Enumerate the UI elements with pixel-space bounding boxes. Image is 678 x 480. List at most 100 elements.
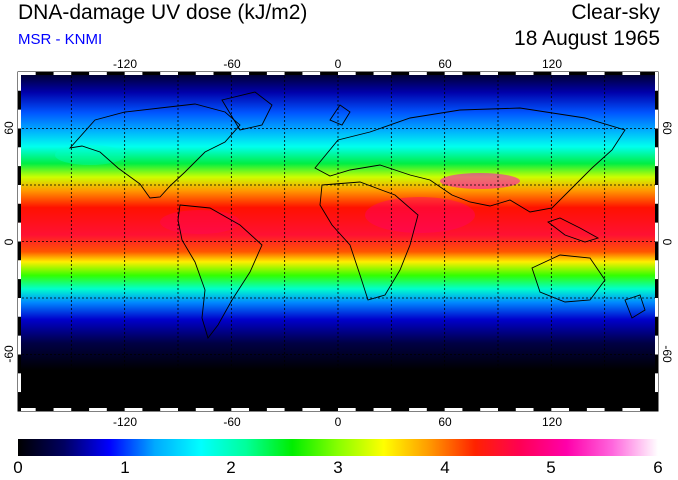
frame-tick bbox=[515, 72, 534, 75]
frame-tick-marks bbox=[18, 72, 658, 411]
frame-tick bbox=[655, 128, 658, 148]
frame-tick bbox=[655, 354, 658, 374]
frame-tick bbox=[106, 72, 125, 75]
frame-tick bbox=[284, 72, 303, 75]
frame-tick bbox=[655, 316, 658, 336]
frame-tick bbox=[18, 373, 21, 393]
sky-condition-label: Clear-sky bbox=[571, 1, 660, 24]
frame-tick bbox=[266, 408, 285, 411]
frame-tick bbox=[18, 279, 21, 298]
frame-tick bbox=[231, 408, 250, 411]
frame-tick bbox=[18, 72, 36, 75]
frame-tick bbox=[338, 408, 356, 411]
lon-tick-bottom-3: 0 bbox=[335, 415, 342, 429]
frame-tick bbox=[655, 72, 658, 91]
colorbar bbox=[18, 439, 658, 456]
frame-tick bbox=[18, 90, 21, 110]
frame-tick bbox=[444, 72, 463, 75]
frame-tick bbox=[18, 260, 21, 280]
colorbar-label-4: 4 bbox=[440, 458, 450, 477]
frame-tick bbox=[444, 408, 463, 411]
frame-tick bbox=[622, 408, 641, 411]
frame-tick bbox=[462, 72, 481, 75]
frame-tick bbox=[373, 408, 392, 411]
lat-tick-left-2: 0 bbox=[2, 238, 16, 245]
frame-tick bbox=[586, 72, 605, 75]
frame-tick bbox=[355, 408, 374, 411]
frame-tick bbox=[655, 222, 658, 242]
frame-tick bbox=[195, 408, 214, 411]
frame-tick bbox=[18, 147, 21, 167]
frame-tick bbox=[53, 408, 72, 411]
frame-tick bbox=[89, 72, 107, 75]
colorbar-label-5: 5 bbox=[546, 458, 556, 477]
frame-tick bbox=[409, 408, 427, 411]
frame-tick bbox=[266, 72, 285, 75]
frame-tick bbox=[231, 72, 250, 75]
colorbar-label-3: 3 bbox=[333, 458, 343, 477]
lat-tick-right-1: 60 bbox=[660, 121, 674, 135]
frame-tick bbox=[426, 408, 445, 411]
date-label: 18 August 1965 bbox=[514, 27, 660, 50]
frame-tick bbox=[18, 203, 21, 223]
frame-tick bbox=[106, 408, 125, 411]
lat-tick-right-3: -60 bbox=[660, 345, 674, 363]
frame-tick bbox=[355, 72, 374, 75]
lat-tick-right-2: 0 bbox=[660, 239, 674, 246]
frame-tick bbox=[409, 72, 427, 75]
frame-tick bbox=[640, 72, 658, 75]
lat-tick-left-1: 60 bbox=[2, 121, 16, 135]
frame-tick bbox=[18, 109, 21, 129]
lon-tick-bottom-5: 120 bbox=[542, 415, 562, 429]
colorbar-label-6: 6 bbox=[653, 458, 663, 477]
frame-tick bbox=[462, 408, 481, 411]
frame-tick bbox=[195, 72, 214, 75]
frame-tick bbox=[391, 408, 410, 411]
lon-tick-bottom-1: -120 bbox=[113, 415, 137, 429]
frame-tick bbox=[655, 241, 658, 261]
frame-tick bbox=[655, 373, 658, 393]
lat-tick-left-3: -60 bbox=[2, 345, 16, 363]
frame-tick bbox=[655, 298, 658, 317]
frame-tick bbox=[302, 408, 321, 411]
frame-tick bbox=[655, 90, 658, 110]
frame-tick bbox=[533, 72, 552, 75]
lon-tick-top-5: 120 bbox=[542, 57, 562, 71]
frame-tick bbox=[124, 72, 143, 75]
frame-tick bbox=[71, 72, 90, 75]
frame-tick bbox=[213, 408, 232, 411]
frame-tick bbox=[18, 392, 21, 411]
frame-tick bbox=[53, 72, 72, 75]
frame-tick bbox=[655, 185, 658, 204]
frame-tick bbox=[284, 408, 303, 411]
frame-tick bbox=[655, 166, 658, 185]
frame-tick bbox=[18, 316, 21, 336]
graticule bbox=[18, 72, 658, 411]
frame-tick bbox=[142, 408, 161, 411]
lon-tick-bottom-4: 60 bbox=[438, 415, 452, 429]
frame-tick bbox=[655, 203, 658, 223]
frame-tick bbox=[426, 72, 445, 75]
frame-tick bbox=[480, 408, 498, 411]
frame-tick bbox=[178, 408, 196, 411]
frame-tick bbox=[320, 72, 338, 75]
frame-tick bbox=[18, 185, 21, 204]
frame-tick bbox=[586, 408, 605, 411]
frame-tick bbox=[18, 335, 21, 355]
frame-tick bbox=[18, 354, 21, 374]
lon-tick-top-4: 60 bbox=[438, 57, 452, 71]
frame-tick bbox=[533, 408, 552, 411]
frame-tick bbox=[498, 72, 516, 75]
frame-tick bbox=[551, 72, 570, 75]
frame-tick bbox=[18, 408, 36, 411]
lon-tick-top-3: 0 bbox=[335, 57, 342, 71]
frame-tick bbox=[551, 408, 570, 411]
frame-tick bbox=[35, 408, 54, 411]
frame-tick bbox=[604, 408, 623, 411]
coastlines bbox=[68, 91, 646, 339]
data-source-label: MSR - KNMI bbox=[18, 31, 103, 48]
frame-tick bbox=[302, 72, 321, 75]
colorbar-label-0: 0 bbox=[13, 458, 23, 477]
frame-tick bbox=[18, 128, 21, 148]
